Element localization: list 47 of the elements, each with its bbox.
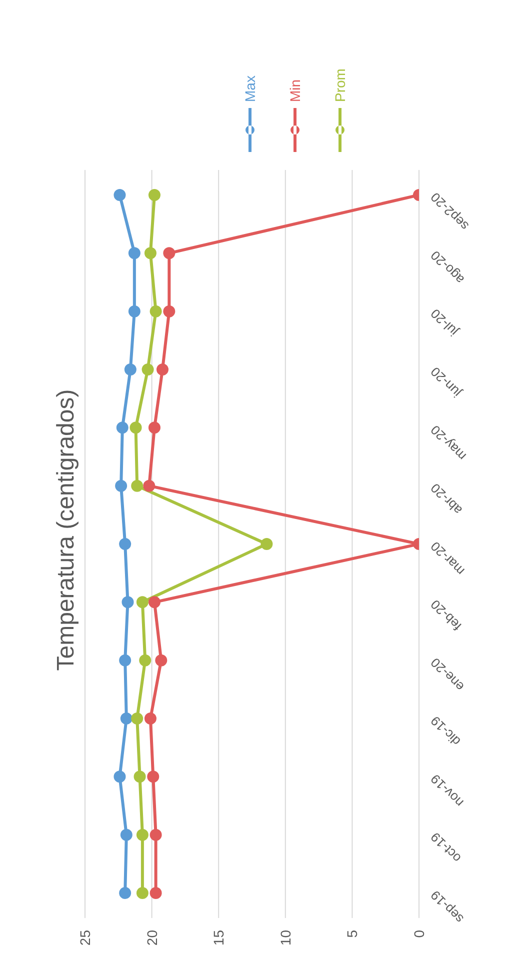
point — [131, 712, 144, 724]
point — [122, 596, 134, 608]
point — [120, 712, 132, 724]
text: Max — [242, 76, 258, 102]
point — [136, 887, 148, 899]
point — [139, 654, 152, 666]
x-tick-label: 25 — [77, 930, 93, 946]
point — [144, 247, 156, 260]
point — [136, 596, 148, 608]
point — [119, 654, 132, 666]
point — [120, 828, 132, 841]
x-tick-label: 0 — [411, 930, 427, 938]
point — [148, 422, 160, 434]
point — [119, 538, 132, 550]
point — [147, 770, 160, 783]
point — [128, 247, 140, 260]
text: Temperatura (centigrados) — [52, 389, 80, 671]
point — [163, 305, 176, 318]
point — [119, 887, 132, 899]
point — [116, 422, 128, 434]
point — [150, 887, 162, 899]
point — [115, 480, 128, 492]
point — [163, 247, 176, 260]
point — [128, 305, 140, 318]
point — [114, 189, 126, 201]
point — [144, 712, 156, 724]
point — [130, 422, 142, 434]
point — [260, 538, 273, 550]
point — [150, 828, 162, 841]
point — [143, 480, 156, 492]
point — [131, 480, 144, 492]
point — [150, 305, 162, 318]
x-tick-label: 5 — [344, 930, 360, 938]
point — [134, 770, 146, 783]
point — [148, 189, 160, 201]
x-tick-label: 20 — [144, 930, 160, 946]
point — [124, 364, 136, 376]
text: Min — [287, 79, 303, 102]
point — [155, 654, 168, 666]
x-tick-label: 15 — [210, 930, 227, 946]
point — [136, 828, 148, 841]
point — [114, 770, 126, 783]
point — [148, 596, 160, 608]
x-tick-label: 10 — [277, 930, 294, 946]
point — [142, 364, 154, 376]
point — [156, 364, 168, 376]
text: Prom — [332, 68, 348, 102]
